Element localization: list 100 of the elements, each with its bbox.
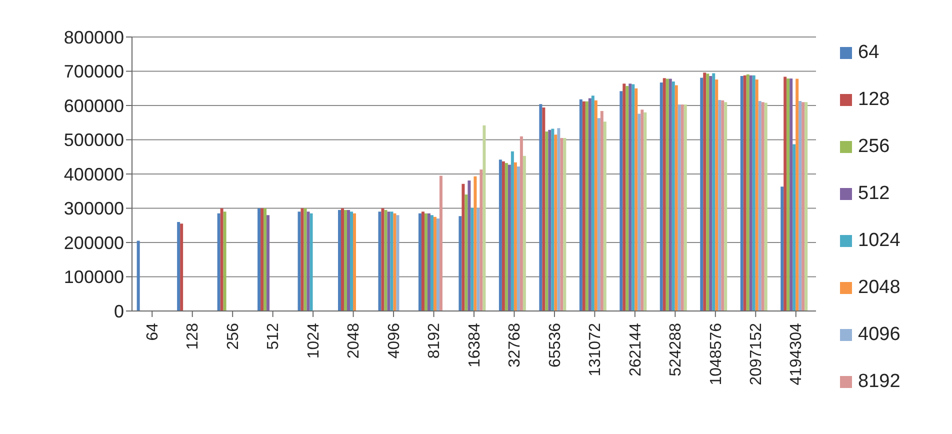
y-tick-label: 200000: [64, 232, 124, 253]
bar: [626, 86, 629, 311]
bar: [620, 91, 623, 311]
bar: [790, 78, 793, 311]
bar: [378, 212, 382, 311]
bar: [585, 101, 588, 311]
bar: [700, 78, 704, 311]
bar: [603, 122, 606, 311]
bar: [468, 180, 471, 311]
legend-label: 128: [858, 88, 890, 110]
y-tick-label: 0: [114, 301, 124, 322]
bar: [660, 82, 663, 311]
bar: [338, 210, 342, 311]
bar: [266, 215, 270, 311]
bar: [260, 208, 264, 311]
bar: [674, 85, 678, 311]
x-tick-label: 32768: [506, 322, 524, 368]
bar: [418, 213, 422, 311]
x-tick-label: 262144: [627, 322, 644, 376]
bar: [508, 164, 511, 311]
x-tick-label: 2097152: [748, 322, 766, 386]
bar: [480, 170, 483, 311]
y-tick-label: 400000: [64, 164, 124, 184]
x-tick-label: 64: [144, 322, 162, 341]
bar: [470, 208, 474, 311]
bar: [344, 210, 348, 311]
bar: [436, 218, 440, 311]
bar: [597, 118, 600, 311]
bar: [310, 213, 313, 311]
bar: [579, 99, 582, 311]
bar: [539, 104, 542, 311]
bar: [798, 101, 802, 311]
bar: [632, 84, 635, 311]
bar: [755, 79, 758, 311]
bar: [802, 102, 805, 311]
y-tick-label: 700000: [64, 62, 124, 82]
bar: [662, 78, 666, 311]
bar: [560, 138, 564, 311]
bar: [712, 73, 716, 311]
bar: [462, 184, 465, 311]
bar: [393, 213, 396, 311]
x-tick-label: 256: [224, 322, 242, 350]
bar: [381, 208, 384, 311]
bar: [718, 100, 722, 311]
bar: [743, 75, 746, 311]
legend-label: 256: [858, 136, 890, 158]
bar: [298, 212, 301, 311]
bar: [220, 208, 224, 311]
bar: [510, 151, 514, 311]
bar: [622, 84, 626, 311]
bar: [758, 101, 762, 311]
bar: [548, 130, 552, 311]
bar: [600, 110, 604, 311]
bar: [390, 212, 394, 311]
x-tick-label: 1048576: [708, 322, 725, 386]
bar: [706, 74, 710, 311]
bar: [666, 78, 669, 311]
bar: [761, 102, 764, 311]
bar: [300, 208, 304, 311]
x-tick-label: 4194304: [788, 322, 806, 386]
bar: [421, 212, 424, 311]
bar: [563, 138, 566, 311]
x-tick-label: 8192: [426, 322, 444, 359]
bar: [545, 132, 548, 311]
bar: [715, 79, 718, 311]
bar: [217, 213, 220, 311]
bar: [502, 161, 505, 311]
bar: [786, 78, 790, 311]
bar: [387, 212, 390, 311]
bar: [796, 78, 799, 311]
y-tick-label: 800000: [64, 27, 124, 48]
legend-label: 512: [858, 182, 890, 204]
x-tick-label: 1024: [305, 322, 322, 359]
bar: [350, 212, 354, 311]
bar: [341, 208, 344, 311]
legend-label: 1024: [858, 230, 900, 252]
bar: [784, 76, 787, 311]
bar: [721, 100, 724, 311]
bar: [792, 144, 796, 311]
bar: [640, 110, 644, 311]
bar: [498, 160, 502, 311]
bar: [804, 102, 808, 311]
bar: [724, 102, 728, 311]
x-tick-label: 2048: [346, 322, 363, 359]
bar: [752, 75, 756, 311]
bar: [709, 76, 712, 311]
bar: [476, 208, 480, 311]
y-tick-label: 100000: [64, 267, 124, 288]
bar: [740, 76, 744, 311]
bar: [749, 75, 752, 311]
bar: [516, 166, 520, 311]
bar: [680, 104, 684, 311]
bar: [582, 101, 586, 311]
bar: [384, 210, 388, 311]
x-tick-label: 131072: [587, 322, 604, 376]
x-tick-label: 512: [265, 322, 282, 350]
bar: [520, 136, 523, 311]
bar: [594, 100, 598, 311]
legend-label: 64: [858, 42, 880, 64]
bar: [504, 163, 508, 311]
